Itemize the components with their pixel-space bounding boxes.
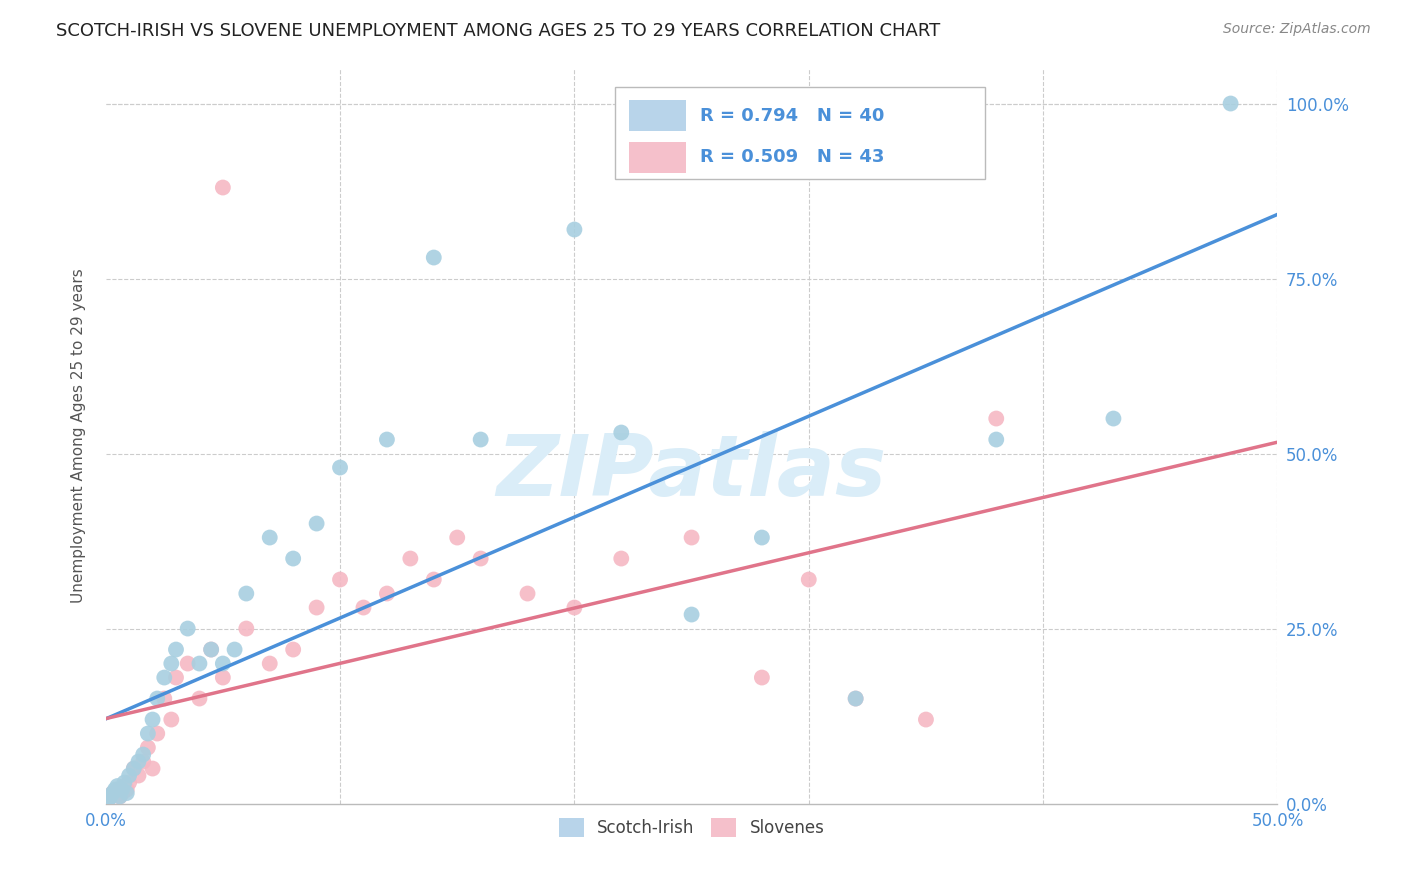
Point <box>100 789 122 804</box>
Point <box>108 789 131 804</box>
Point <box>200 642 222 657</box>
Point <box>177 657 200 671</box>
Point <box>751 671 773 685</box>
FancyBboxPatch shape <box>630 142 686 173</box>
Point <box>142 713 165 727</box>
Point <box>122 762 145 776</box>
Point <box>160 657 183 671</box>
Text: ZIPatlas: ZIPatlas <box>496 432 887 515</box>
Point <box>470 433 492 447</box>
Point <box>128 755 150 769</box>
Text: SCOTCH-IRISH VS SLOVENE UNEMPLOYMENT AMONG AGES 25 TO 29 YEARS CORRELATION CHART: SCOTCH-IRISH VS SLOVENE UNEMPLOYMENT AMO… <box>56 22 941 40</box>
FancyBboxPatch shape <box>630 100 686 131</box>
Point <box>423 251 446 265</box>
Point <box>160 713 183 727</box>
Text: R = 0.509   N = 43: R = 0.509 N = 43 <box>700 148 884 166</box>
Point <box>610 551 633 566</box>
Point <box>305 600 328 615</box>
Point <box>845 691 868 706</box>
Point <box>235 622 257 636</box>
Point <box>115 786 138 800</box>
Point <box>114 779 136 793</box>
Point <box>111 782 134 797</box>
Point <box>375 586 398 600</box>
FancyBboxPatch shape <box>616 87 984 178</box>
Point <box>128 768 150 782</box>
Point <box>564 222 586 236</box>
Point <box>212 671 235 685</box>
Point <box>136 726 159 740</box>
Point <box>115 782 138 797</box>
Point <box>142 762 165 776</box>
Point <box>107 782 129 797</box>
Point <box>165 642 187 657</box>
Point <box>235 586 257 600</box>
Point <box>353 600 375 615</box>
Point <box>118 775 141 789</box>
Point <box>104 782 127 797</box>
Point <box>165 671 187 685</box>
Point <box>986 411 1008 425</box>
Point <box>132 747 155 762</box>
Point <box>845 691 868 706</box>
Point <box>259 531 281 545</box>
Point <box>153 691 176 706</box>
Text: R = 0.794   N = 40: R = 0.794 N = 40 <box>700 106 884 125</box>
Point <box>107 779 129 793</box>
Point <box>118 768 141 782</box>
Point <box>305 516 328 531</box>
Point <box>446 531 468 545</box>
Point <box>97 793 120 807</box>
Point <box>283 642 305 657</box>
Point <box>111 786 134 800</box>
Point <box>200 642 222 657</box>
Point <box>212 657 235 671</box>
Point <box>212 180 235 194</box>
Point <box>516 586 538 600</box>
Point <box>101 786 124 800</box>
Point <box>681 607 703 622</box>
Legend: Scotch-Irish, Slovenes: Scotch-Irish, Slovenes <box>553 812 831 844</box>
Point <box>188 691 211 706</box>
Point <box>177 622 200 636</box>
Point <box>97 793 120 807</box>
Point <box>136 740 159 755</box>
Text: Source: ZipAtlas.com: Source: ZipAtlas.com <box>1223 22 1371 37</box>
Point <box>375 433 398 447</box>
Point <box>122 762 145 776</box>
Point <box>1102 411 1125 425</box>
Point <box>101 786 124 800</box>
Point <box>329 573 352 587</box>
Point <box>132 755 155 769</box>
Point <box>797 573 820 587</box>
Y-axis label: Unemployment Among Ages 25 to 29 years: Unemployment Among Ages 25 to 29 years <box>72 268 86 603</box>
Point <box>610 425 633 440</box>
Point <box>1219 96 1241 111</box>
Point <box>470 551 492 566</box>
Point <box>146 726 169 740</box>
Point <box>114 775 136 789</box>
Point <box>399 551 422 566</box>
Point <box>108 789 131 804</box>
Point <box>259 657 281 671</box>
Point <box>188 657 211 671</box>
Point <box>283 551 305 566</box>
Point <box>681 531 703 545</box>
Point <box>423 573 446 587</box>
Point <box>224 642 246 657</box>
Point <box>986 433 1008 447</box>
Point <box>915 713 938 727</box>
Point <box>329 460 352 475</box>
Point <box>564 600 586 615</box>
Point <box>100 789 122 804</box>
Point <box>146 691 169 706</box>
Point <box>751 531 773 545</box>
Point <box>153 671 176 685</box>
